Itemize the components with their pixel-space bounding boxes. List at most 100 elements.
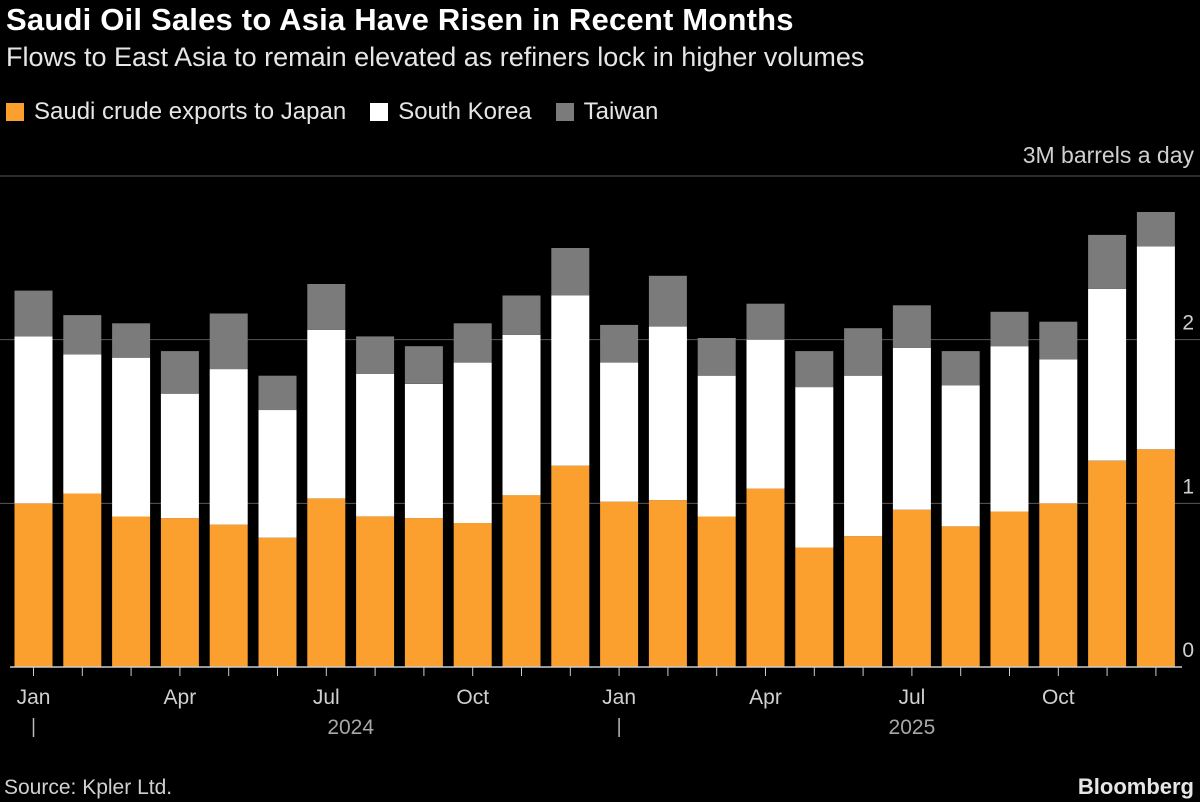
bar-taiwan-12: [600, 324, 639, 363]
bar-taiwan-18: [892, 305, 931, 348]
bar-taiwan-15: [746, 303, 785, 340]
bar-japan-16: [795, 547, 834, 667]
bar-korea-20: [990, 346, 1029, 512]
x-tick-label-6: Jul: [313, 686, 340, 709]
bar-japan-23: [1136, 449, 1175, 667]
bar-korea-17: [844, 375, 883, 537]
legend-label-south-korea: South Korea: [398, 98, 532, 125]
x-tick-label-9: Oct: [456, 686, 489, 709]
bar-korea-7: [356, 374, 395, 517]
y-tick-label-0: 0: [1182, 639, 1194, 662]
bar-taiwan-4: [209, 313, 248, 370]
y-axis-unit-label: 3M barrels a day: [1022, 142, 1194, 168]
bar-taiwan-19: [941, 351, 980, 386]
bar-korea-2: [112, 357, 151, 517]
bar-taiwan-8: [404, 346, 443, 384]
bar-korea-9: [453, 362, 492, 523]
bloomberg-logo: Bloomberg: [1077, 774, 1194, 799]
bar-taiwan-11: [551, 248, 590, 296]
x-tick-label-12: Jan: [602, 686, 636, 709]
bar-japan-0: [14, 503, 53, 667]
legend-swatch-japan: [6, 103, 24, 121]
bar-japan-10: [502, 495, 541, 667]
legend-item-south-korea: South Korea: [370, 98, 532, 126]
bar-japan-22: [1088, 460, 1127, 667]
bar-japan-21: [1039, 503, 1078, 667]
legend-item-taiwan: Taiwan: [555, 98, 659, 126]
bar-taiwan-0: [14, 290, 53, 337]
bar-taiwan-10: [502, 295, 541, 335]
bar-korea-19: [941, 385, 980, 527]
x-tick-label-18: Jul: [898, 686, 925, 709]
bar-taiwan-21: [1039, 321, 1078, 360]
chart-subtitle: Flows to East Asia to remain elevated as…: [6, 42, 865, 72]
bar-taiwan-5: [258, 375, 297, 411]
bar-korea-16: [795, 387, 834, 548]
bar-japan-20: [990, 511, 1029, 667]
bar-taiwan-9: [453, 323, 492, 363]
bar-taiwan-16: [795, 351, 834, 388]
bar-japan-7: [356, 516, 395, 667]
legend-item-japan: Saudi crude exports to Japan: [6, 98, 346, 126]
bar-taiwan-23: [1136, 212, 1175, 247]
bar-taiwan-22: [1088, 234, 1127, 289]
bar-taiwan-17: [844, 328, 883, 376]
bar-korea-8: [404, 383, 443, 519]
bar-taiwan-1: [63, 315, 102, 355]
legend-label-taiwan: Taiwan: [583, 98, 659, 125]
bar-japan-15: [746, 488, 785, 667]
bar-korea-1: [63, 354, 102, 494]
x-tick-label-21: Oct: [1042, 686, 1075, 709]
year-label-2025: 2025: [889, 716, 936, 739]
bar-korea-11: [551, 295, 590, 466]
x-tick-label-3: Apr: [164, 686, 197, 709]
bar-japan-12: [600, 501, 639, 667]
bar-japan-3: [160, 518, 199, 667]
year-label-2024: 2024: [327, 716, 374, 739]
x-tick-label-0: Jan: [17, 686, 51, 709]
bar-japan-17: [844, 536, 883, 667]
chart-title: Saudi Oil Sales to Asia Have Risen in Re…: [6, 2, 794, 37]
bar-taiwan-14: [697, 338, 736, 376]
bar-taiwan-7: [356, 336, 395, 374]
bar-japan-1: [63, 493, 102, 667]
bar-korea-18: [892, 347, 931, 510]
bar-japan-19: [941, 526, 980, 667]
bar-korea-4: [209, 369, 248, 525]
bar-taiwan-3: [160, 351, 199, 394]
bar-japan-13: [648, 500, 687, 667]
legend-swatch-taiwan: [555, 103, 574, 121]
bar-korea-15: [746, 339, 785, 489]
bar-japan-6: [307, 498, 346, 667]
bar-japan-9: [453, 523, 492, 667]
x-tick-label-15: Apr: [749, 686, 782, 709]
bar-japan-5: [258, 537, 297, 667]
bar-korea-0: [14, 336, 53, 504]
bar-korea-13: [648, 326, 687, 501]
bar-korea-10: [502, 334, 541, 496]
legend-label-japan: Saudi crude exports to Japan: [34, 98, 347, 125]
bar-korea-21: [1039, 359, 1078, 504]
bar-taiwan-6: [307, 284, 346, 330]
bar-korea-22: [1088, 288, 1127, 461]
bar-korea-3: [160, 393, 199, 519]
legend: Saudi crude exports to Japan South Korea…: [6, 96, 682, 128]
bar-japan-14: [697, 516, 736, 667]
legend-swatch-south-korea: [370, 103, 389, 121]
bar-japan-2: [112, 516, 151, 667]
bar-japan-11: [551, 465, 590, 667]
bar-japan-8: [404, 518, 443, 667]
bar-japan-4: [209, 524, 248, 667]
bar-korea-12: [600, 362, 639, 502]
bar-korea-5: [258, 410, 297, 538]
source-note: Source: Kpler Ltd.: [4, 776, 173, 799]
bar-korea-23: [1136, 246, 1175, 450]
y-tick-label-2: 2: [1182, 312, 1194, 335]
bar-taiwan-20: [990, 311, 1029, 347]
bar-korea-14: [697, 375, 736, 517]
y-tick-label-1: 1: [1182, 475, 1194, 498]
bar-taiwan-2: [112, 323, 151, 358]
bar-taiwan-13: [648, 275, 687, 327]
bar-japan-18: [892, 509, 931, 667]
